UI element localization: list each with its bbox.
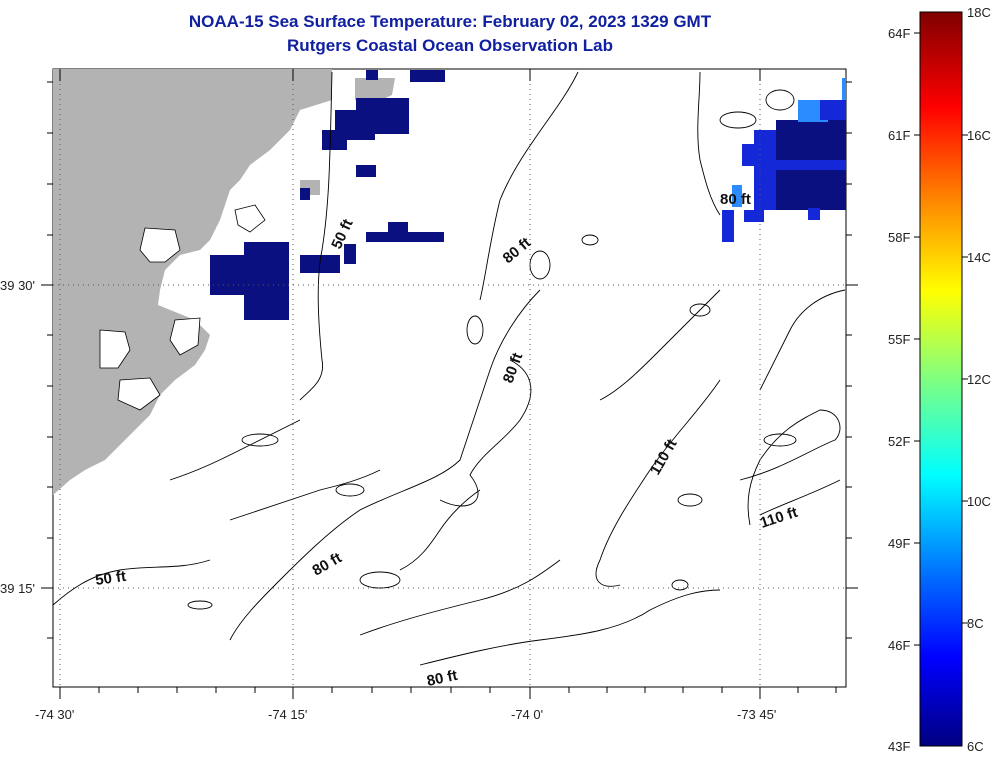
colorbar-f-label: 52F <box>888 434 911 449</box>
map-subtitle: Rutgers Coastal Ocean Observation Lab <box>287 36 613 55</box>
x-tick-label: -74 15' <box>268 707 307 722</box>
graticule <box>53 69 846 687</box>
x-tick-label: -73 45' <box>737 707 776 722</box>
colorbar <box>919 11 963 747</box>
colorbar-f-label: 64F <box>888 26 911 41</box>
y-tick-label: 39 30' <box>0 278 35 293</box>
colorbar-ticks <box>914 32 968 646</box>
x-tick-label: -74 30' <box>35 707 74 722</box>
colorbar-c-label: 8C <box>967 616 984 631</box>
contour-label: 80 ft <box>425 667 459 690</box>
colorbar-c-label: 12C <box>967 372 991 387</box>
colorbar-f-label: 43F <box>888 739 911 754</box>
map-title: NOAA-15 Sea Surface Temperature: Februar… <box>188 12 712 31</box>
contour-label: 50 ft <box>94 568 127 589</box>
colorbar-f-label: 55F <box>888 332 911 347</box>
coastline-islands <box>99 204 266 411</box>
bathymetry-contours <box>52 71 846 666</box>
colorbar-c-label: 16C <box>967 128 991 143</box>
x-tick-label: -74 0' <box>511 707 543 722</box>
y-tick-label: 39 15' <box>0 581 35 596</box>
tick-marks <box>41 69 858 699</box>
colorbar-f-label: 49F <box>888 536 911 551</box>
sst-pixels <box>210 70 846 320</box>
colorbar-c-label: 14C <box>967 250 991 265</box>
colorbar-f-label: 58F <box>888 230 911 245</box>
colorbar-c-label: 18C <box>967 5 991 20</box>
colorbar-f-label: 46F <box>888 638 911 653</box>
colorbar-c-label: 10C <box>967 494 991 509</box>
colorbar-f-label: 61F <box>888 128 911 143</box>
contour-label-partial: 80 ft <box>720 191 751 208</box>
colorbar-c-label: 6C <box>967 739 984 754</box>
